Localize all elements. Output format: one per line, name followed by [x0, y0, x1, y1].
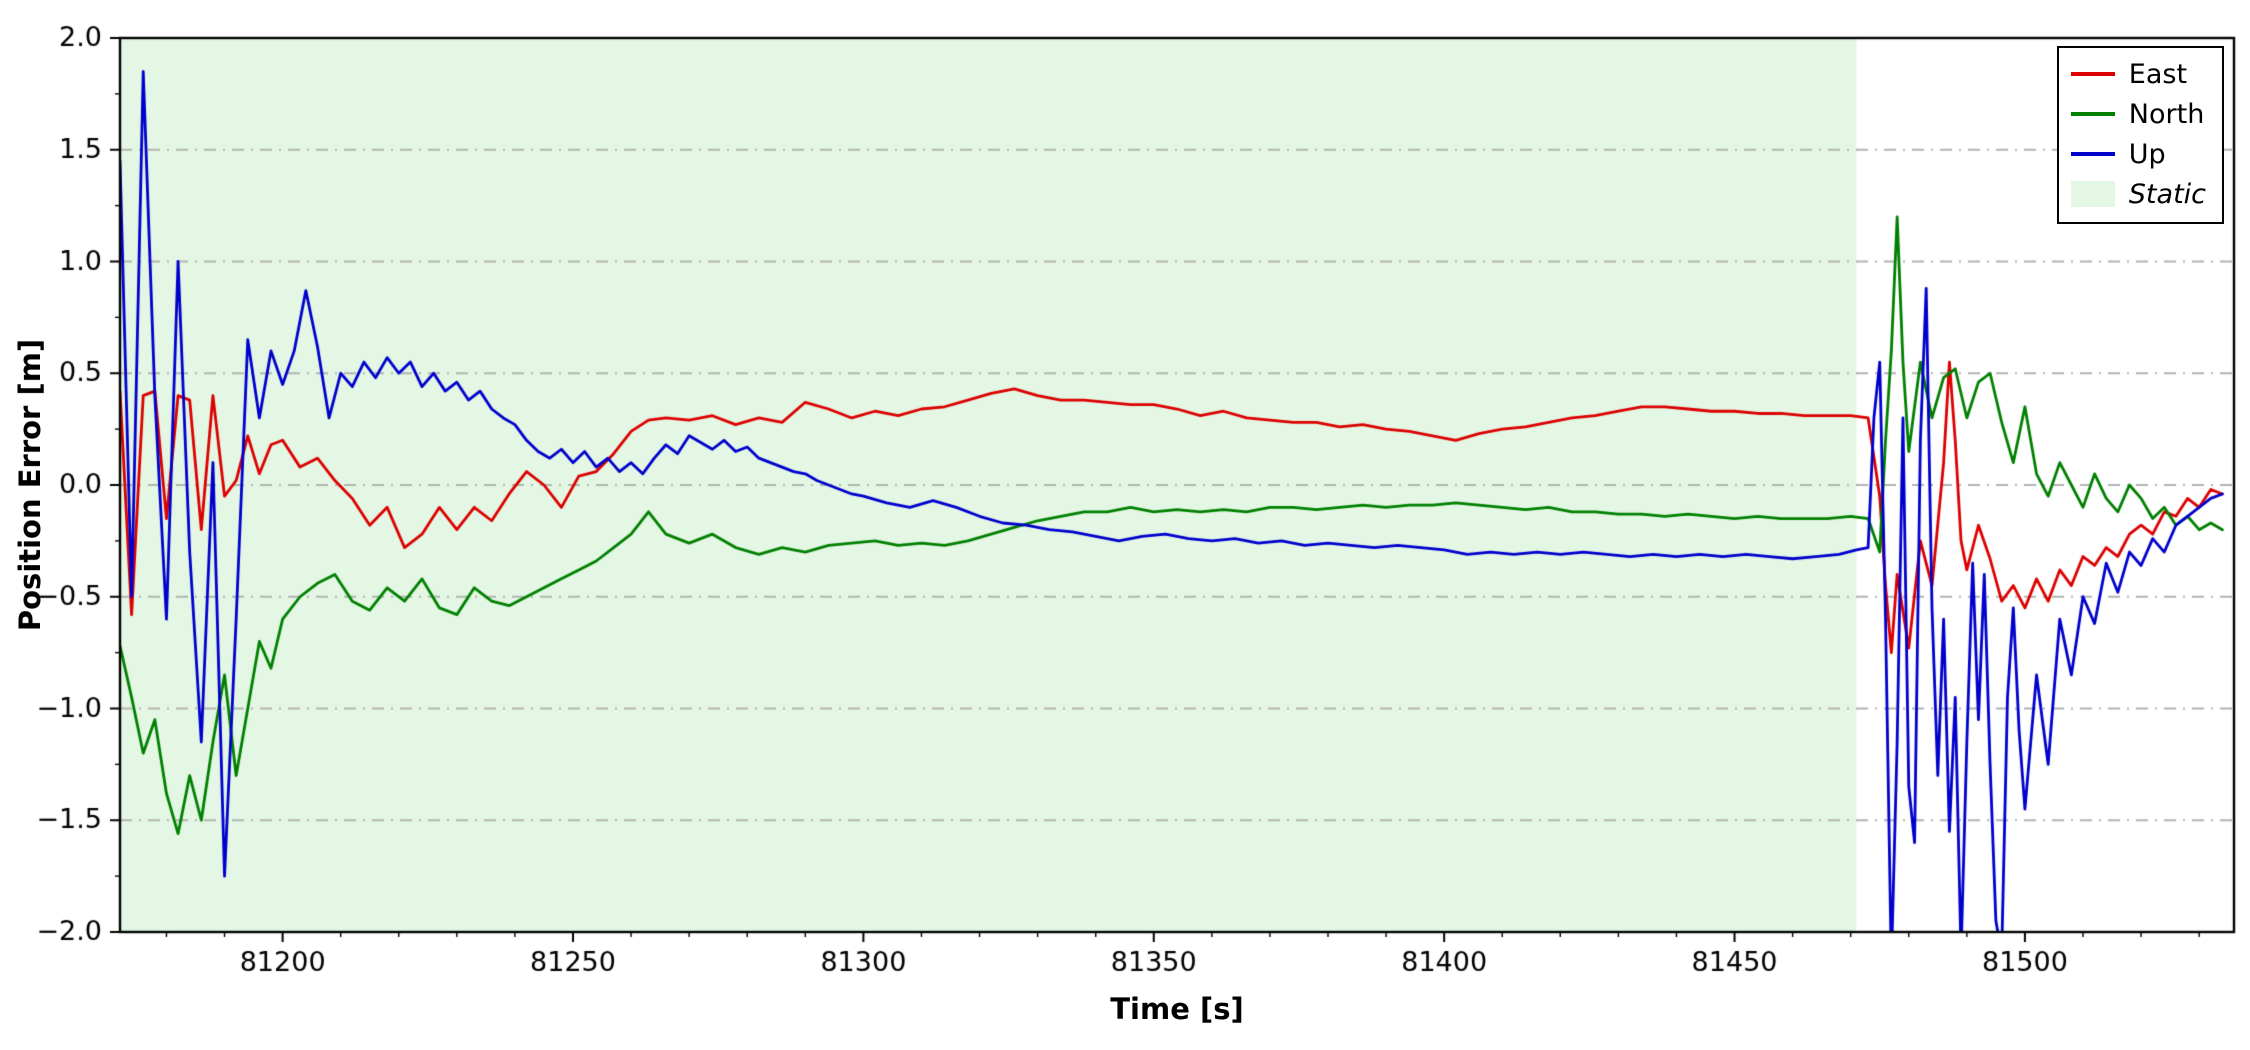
legend-entry-up: Up	[2070, 136, 2206, 172]
chart-legend: East North Up Static	[2056, 46, 2224, 224]
legend-label: Static	[2128, 178, 2206, 210]
legend-entry-east: East	[2070, 56, 2206, 92]
legend-line-swatch	[2070, 152, 2115, 156]
y-axis-label: Position Error [m]	[13, 338, 47, 632]
legend-label: Up	[2128, 138, 2166, 170]
legend-entry-north: North	[2070, 96, 2206, 132]
legend-patch-swatch	[2070, 181, 2115, 207]
legend-label: East	[2128, 58, 2188, 90]
legend-line-swatch	[2070, 112, 2115, 116]
legend-entry-static: Static	[2070, 176, 2206, 212]
legend-line-swatch	[2070, 72, 2115, 76]
x-axis-label: Time [s]	[1110, 992, 1244, 1026]
legend-label: North	[2128, 98, 2205, 130]
